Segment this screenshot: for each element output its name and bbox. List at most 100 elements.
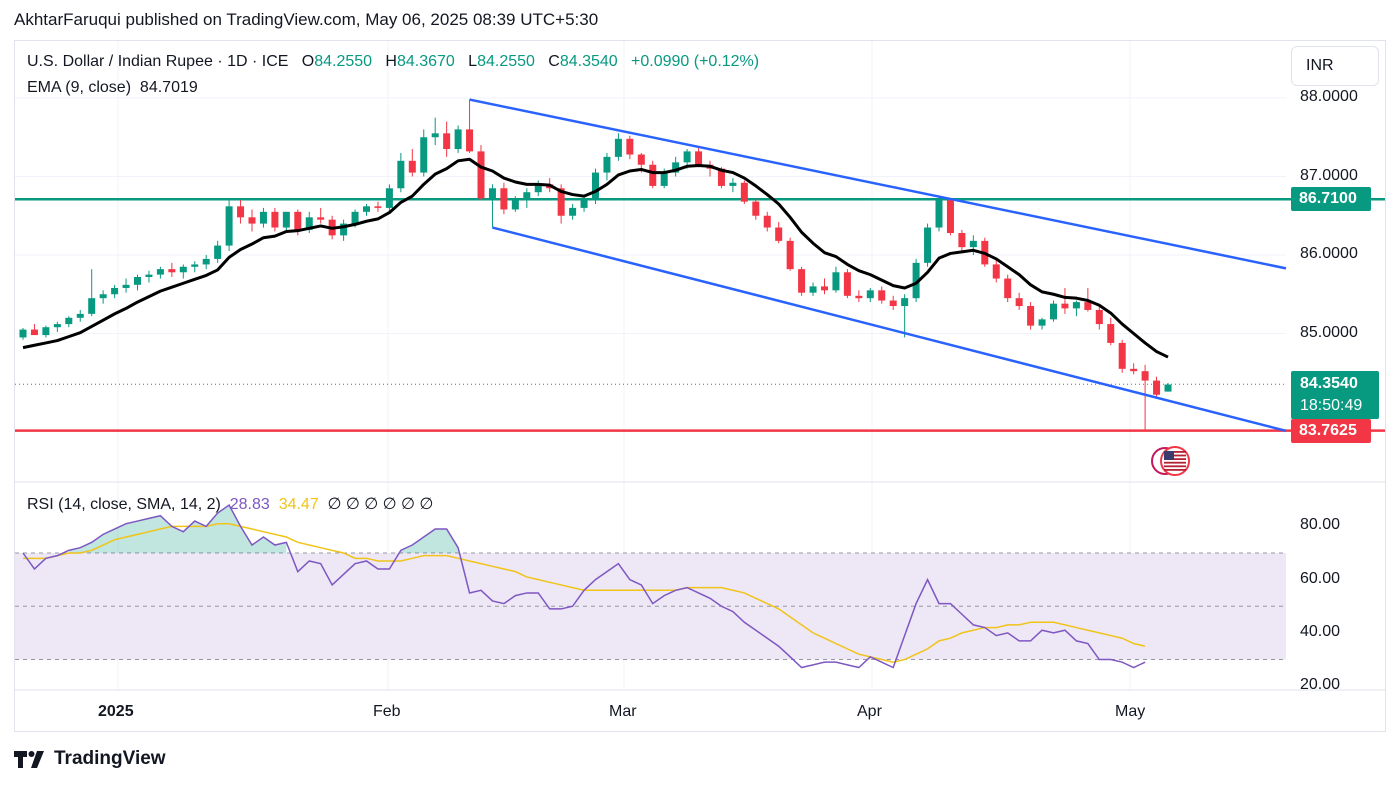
candle-body bbox=[385, 188, 393, 208]
candle-body bbox=[351, 211, 359, 224]
x-axis-tick: 2025 bbox=[98, 703, 134, 720]
rsi-sma-value: 34.47 bbox=[278, 496, 319, 513]
candle-body bbox=[1153, 380, 1161, 395]
tradingview-logo[interactable]: TradingView bbox=[14, 748, 166, 770]
price-axis-tick: 88.0000 bbox=[1300, 88, 1358, 105]
rsi-axis-tick: 40.00 bbox=[1300, 622, 1341, 640]
candle-body bbox=[626, 138, 634, 155]
candle-body bbox=[580, 200, 588, 208]
rsi-axis-tick: 20.00 bbox=[1300, 676, 1341, 694]
candle-body bbox=[557, 188, 565, 216]
candle-body bbox=[237, 206, 245, 218]
candle-body bbox=[168, 269, 176, 273]
candle-body bbox=[477, 151, 485, 199]
candle-body bbox=[958, 233, 966, 248]
ema-label: EMA (9, close) bbox=[27, 79, 132, 96]
ema-line bbox=[22, 157, 1169, 359]
candle-body bbox=[1130, 368, 1138, 372]
candle-body bbox=[500, 188, 508, 210]
currency-selector[interactable]: INR bbox=[1291, 46, 1379, 86]
candle-body bbox=[992, 264, 1000, 279]
candle-body bbox=[695, 151, 703, 165]
us-flag-stripes bbox=[1164, 451, 1186, 471]
candle-body bbox=[614, 138, 622, 157]
candle-body bbox=[317, 217, 325, 220]
price-axis-tick: 85.0000 bbox=[1300, 323, 1358, 341]
rsi-value: 28.83 bbox=[229, 496, 270, 513]
candle-body bbox=[821, 286, 828, 291]
candle-body bbox=[901, 298, 909, 307]
flag-stripe bbox=[1164, 461, 1186, 464]
candle-body bbox=[443, 133, 451, 150]
candle-body bbox=[1084, 302, 1092, 310]
candle-body bbox=[156, 269, 164, 275]
candle-body bbox=[786, 240, 794, 270]
price-axis-tick: 87.0000 bbox=[1300, 166, 1358, 184]
candle-body bbox=[523, 192, 531, 201]
candle-body bbox=[649, 164, 657, 186]
tradingview-logo-icon bbox=[14, 751, 44, 768]
candle-body bbox=[466, 129, 474, 152]
candle-body bbox=[408, 160, 416, 173]
candle-body bbox=[65, 317, 73, 325]
candle-body bbox=[488, 188, 496, 199]
high-value: 84.3670 bbox=[396, 53, 455, 70]
candle-body bbox=[53, 324, 61, 328]
candle-body bbox=[809, 286, 817, 293]
candle-body bbox=[912, 262, 920, 299]
candle-body bbox=[866, 290, 874, 299]
candle-body bbox=[878, 290, 886, 301]
candle-body bbox=[1095, 309, 1103, 325]
ema-value: 84.7019 bbox=[139, 79, 198, 96]
legend-rsi[interactable]: RSI (14, close, SMA, 14, 2) 28.83 34.47 … bbox=[27, 494, 433, 514]
legend-ema[interactable]: EMA (9, close) 84.7019 bbox=[27, 79, 198, 97]
candle-body bbox=[179, 266, 187, 273]
candle-body bbox=[88, 298, 96, 314]
candle-body bbox=[340, 223, 348, 236]
candle-body bbox=[775, 227, 783, 241]
candle-body bbox=[534, 184, 542, 193]
candle-body bbox=[935, 200, 943, 228]
candle-body bbox=[99, 294, 107, 299]
rsi-overbought-fill bbox=[400, 529, 459, 553]
high-label: H bbox=[385, 53, 397, 70]
symbol-name[interactable]: U.S. Dollar / Indian Rupee · 1D · ICE bbox=[27, 53, 289, 70]
candle-body bbox=[1141, 371, 1149, 381]
candle-body bbox=[729, 182, 737, 186]
candles bbox=[19, 99, 1172, 431]
candle-body bbox=[798, 269, 806, 293]
candle-body bbox=[672, 162, 680, 173]
close-label: C bbox=[548, 53, 560, 70]
rsi-axis-tick: 80.00 bbox=[1300, 516, 1341, 534]
open-label: O bbox=[301, 53, 315, 70]
candle-body bbox=[969, 240, 977, 248]
flag-stripe bbox=[1164, 454, 1186, 457]
candle-body bbox=[259, 211, 267, 224]
price-axis-tick: 86.0000 bbox=[1300, 245, 1358, 262]
rsi-pane bbox=[15, 503, 1286, 669]
candle-body bbox=[855, 295, 863, 299]
candle-body bbox=[271, 211, 279, 228]
rsi-label: RSI (14, close, SMA, 14, 2) bbox=[27, 496, 221, 513]
last-price-badge: 84.3540 18:50:49 bbox=[1291, 371, 1379, 420]
candle-body bbox=[1015, 298, 1023, 307]
candle-body bbox=[214, 245, 222, 259]
candle-body bbox=[1107, 324, 1115, 343]
flag-stripe bbox=[1164, 451, 1186, 453]
candle-body bbox=[1050, 303, 1057, 320]
candle-body bbox=[1038, 319, 1046, 326]
flag-stripe bbox=[1164, 465, 1186, 468]
change-value: +0.0990 (+0.12%) bbox=[631, 53, 760, 70]
candle-body bbox=[202, 258, 210, 265]
candle-body bbox=[305, 217, 313, 230]
candle-body bbox=[924, 227, 932, 263]
candle-body bbox=[431, 133, 439, 138]
candle-body bbox=[1027, 306, 1035, 326]
candle-body bbox=[683, 151, 691, 163]
candle-body bbox=[1164, 384, 1172, 392]
candle-body bbox=[660, 172, 668, 186]
close-value: 84.3540 bbox=[559, 53, 618, 70]
bar-countdown: 18:50:49 bbox=[1300, 397, 1363, 415]
tradingview-brand: TradingView bbox=[54, 748, 166, 769]
